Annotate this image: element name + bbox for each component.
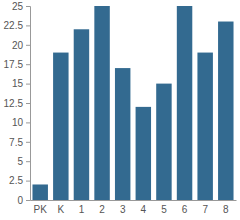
bar [32, 184, 47, 200]
x-tick: 2 [99, 200, 105, 215]
bar [53, 53, 68, 200]
y-tick-label: 25 [12, 1, 24, 12]
x-tick-label: 4 [141, 204, 147, 215]
y-tick-label: 5 [17, 156, 23, 167]
y-tick-label: 22.5 [4, 20, 24, 31]
x-tick: 7 [202, 200, 208, 215]
y-tick-mark [26, 64, 30, 65]
y-tick-label: 10 [12, 117, 24, 128]
y-tick-label: 2.5 [9, 175, 23, 186]
y-tick: 22.5 [4, 20, 30, 31]
bar [115, 68, 130, 200]
bar [74, 29, 89, 200]
y-tick-label: 17.5 [4, 59, 24, 70]
y-tick-mark [26, 45, 30, 46]
x-tick-label: K [57, 204, 64, 215]
y-tick-mark [26, 103, 30, 104]
x-tick-label: 7 [202, 204, 208, 215]
y-tick: 15 [12, 78, 30, 89]
x-tick: K [57, 200, 64, 215]
y-tick: 5 [17, 156, 30, 167]
y-tick-mark [26, 25, 30, 26]
y-tick: 2.5 [9, 175, 30, 186]
bar [177, 6, 192, 200]
x-tick: 3 [120, 200, 126, 215]
x-tick: 4 [141, 200, 147, 215]
y-tick: 25 [12, 1, 30, 12]
x-tick: 8 [223, 200, 229, 215]
y-tick: 12.5 [4, 98, 30, 109]
x-tick-label: PK [34, 204, 48, 215]
x-tick-label: 2 [99, 204, 105, 215]
x-tick: 5 [161, 200, 167, 215]
y-tick-label: 7.5 [9, 137, 23, 148]
y-tick: 20 [12, 40, 30, 51]
y-tick: 7.5 [9, 137, 30, 148]
x-tick-label: 3 [120, 204, 126, 215]
x-tick-label: 8 [223, 204, 229, 215]
y-tick-label: 15 [12, 78, 24, 89]
y-tick: 0 [17, 195, 30, 206]
y-tick-mark [26, 200, 30, 201]
bar [136, 107, 151, 200]
y-tick-label: 12.5 [4, 98, 24, 109]
chart: 0 2.5 5 7.5 10 12.5 15 17.5 20 22.5 25 PK K 1 2 3 4 5 6 7 8 [0, 0, 240, 220]
plot: 0 2.5 5 7.5 10 12.5 15 17.5 20 22.5 25 PK K 1 2 3 4 5 6 7 8 [4, 1, 237, 215]
x-tick: PK [34, 200, 48, 215]
bar [94, 6, 109, 200]
x-tick: 1 [79, 200, 85, 215]
y-tick-label: 0 [17, 195, 23, 206]
x-tick-label: 5 [161, 204, 167, 215]
y-tick: 17.5 [4, 59, 30, 70]
y-tick-mark [26, 161, 30, 162]
bar [218, 22, 233, 200]
x-axis-line [31, 200, 237, 201]
bars [32, 6, 233, 200]
x-axis: PK K 1 2 3 4 5 6 7 8 [31, 200, 237, 215]
y-tick-mark [26, 6, 30, 7]
y-tick-mark [26, 122, 30, 123]
x-tick-label: 1 [79, 204, 85, 215]
bar [156, 84, 171, 200]
y-tick-mark [26, 84, 30, 85]
x-tick: 6 [182, 200, 188, 215]
y-axis: 0 2.5 5 7.5 10 12.5 15 17.5 20 22.5 25 [4, 1, 31, 206]
y-axis-line [26, 7, 31, 201]
y-tick-mark [26, 181, 30, 182]
y-tick-label: 20 [12, 40, 24, 51]
y-tick-mark [26, 142, 30, 143]
bar [197, 53, 212, 200]
x-tick-label: 6 [182, 204, 188, 215]
y-tick: 10 [12, 117, 30, 128]
